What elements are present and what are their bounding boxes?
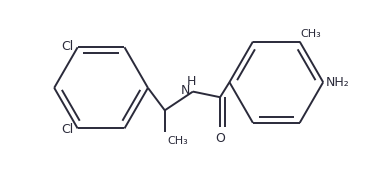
Text: CH₃: CH₃	[301, 29, 321, 39]
Text: NH₂: NH₂	[326, 76, 350, 89]
Text: H: H	[187, 75, 196, 88]
Text: CH₃: CH₃	[168, 136, 188, 146]
Text: O: O	[215, 132, 225, 145]
Text: N: N	[181, 84, 190, 97]
Text: Cl: Cl	[62, 40, 74, 53]
Text: Cl: Cl	[62, 123, 74, 136]
